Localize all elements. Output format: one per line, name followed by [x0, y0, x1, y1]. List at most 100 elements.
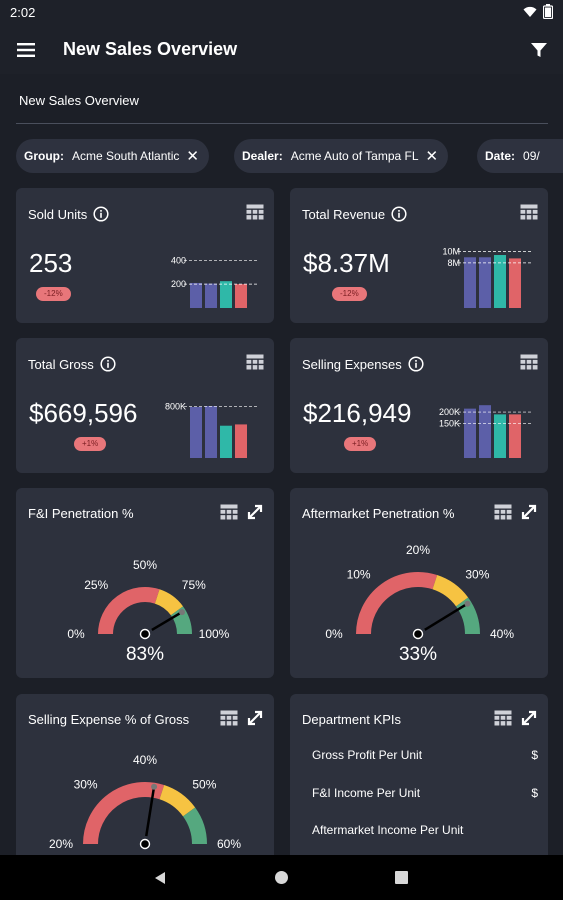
gauge-needle	[424, 602, 469, 631]
system-nav-bar	[0, 855, 563, 900]
wifi-icon	[523, 6, 537, 17]
filter-chip-value: 09/	[523, 149, 540, 163]
expand-icon[interactable]	[246, 710, 264, 726]
kpi-value: 253	[29, 248, 73, 278]
kpi-row-value: $	[531, 786, 538, 800]
bar[interactable]	[205, 283, 217, 308]
table-icon[interactable]	[220, 504, 238, 520]
card-title: Selling Expenses	[302, 356, 424, 372]
filter-icon[interactable]	[529, 40, 549, 60]
card-title: Aftermarket Penetration %	[302, 506, 455, 521]
gauge-band-red	[356, 572, 438, 635]
gauge-tick-label: 30%	[74, 778, 98, 792]
card-title: Sold Units	[28, 206, 109, 222]
gauge-tick-label: 25%	[84, 578, 108, 592]
change-badge: -12%	[332, 287, 367, 301]
bar[interactable]	[509, 414, 521, 458]
table-icon[interactable]	[494, 710, 512, 726]
table-icon[interactable]	[220, 710, 238, 726]
kpi-card-sold-units[interactable]: Sold Units 253 -12% 400 200	[16, 188, 274, 323]
close-icon[interactable]: ✕	[425, 147, 439, 165]
status-icons	[523, 4, 553, 19]
card-title-text: Total Gross	[28, 356, 94, 372]
gauge-card-aftermarket-penetration[interactable]: Aftermarket Penetration % 0% 10% 20% 30% 40%…	[290, 488, 548, 678]
bar[interactable]	[479, 405, 491, 458]
card-title: Total Gross	[28, 356, 116, 372]
gauge-needle-tip	[151, 783, 158, 790]
change-badge: -12%	[36, 287, 71, 301]
bar[interactable]	[205, 406, 217, 458]
table-icon[interactable]	[520, 204, 538, 220]
kpi-card-total-gross[interactable]: Total Gross $669,596 +1% 800K	[16, 338, 274, 473]
gauge-value: 83%	[126, 644, 164, 665]
bar[interactable]	[464, 257, 476, 308]
filter-chip-group[interactable]: Group: Acme South Atlantic ✕	[16, 139, 209, 173]
gauge-band-green	[170, 606, 192, 635]
card-department-kpis[interactable]: Department KPIs Gross Profit Per Unit $ …	[290, 694, 548, 855]
battery-icon	[543, 4, 553, 19]
table-icon[interactable]	[494, 504, 512, 520]
bar[interactable]	[479, 257, 491, 308]
kpi-card-selling-expenses[interactable]: Selling Expenses $216,949 +1% 200K 150K	[290, 338, 548, 473]
status-bar: 2:02	[0, 0, 563, 26]
app-title: New Sales Overview	[63, 39, 238, 59]
bar[interactable]	[235, 424, 247, 458]
filter-chip-value: Acme Auto of Tampa FL	[290, 149, 419, 163]
filter-chip-key: Dealer:	[242, 149, 283, 163]
gauge-card-fi-penetration[interactable]: F&I Penetration % 0% 25% 50% 75% 100% 83%	[16, 488, 274, 678]
info-icon[interactable]	[391, 206, 407, 222]
bar[interactable]	[494, 255, 506, 308]
menu-icon[interactable]	[16, 40, 36, 60]
gauge-tick-label: 50%	[133, 558, 157, 572]
filter-chip-date[interactable]: Date: 09/	[477, 139, 563, 173]
info-icon[interactable]	[100, 356, 116, 372]
recents-icon[interactable]	[395, 871, 408, 884]
gauge-svg: 0% 25% 50% 75% 100% 83%	[67, 558, 229, 665]
gauge-needle-tip	[464, 600, 471, 607]
bar[interactable]	[509, 258, 521, 308]
card-title-text: Sold Units	[28, 206, 88, 222]
card-title: Selling Expense % of Gross	[28, 712, 190, 727]
expand-icon[interactable]	[246, 504, 264, 520]
gauge-card-selling-expense-pct[interactable]: Selling Expense % of Gross 20% 30% 40% 50% 6…	[16, 694, 274, 855]
change-badge: +1%	[74, 437, 107, 451]
filter-chip-dealer[interactable]: Dealer: Acme Auto of Tampa FL ✕	[234, 139, 449, 173]
home-icon[interactable]	[274, 870, 289, 885]
gauge-svg: 0% 10% 20% 30% 40% 33%	[325, 543, 514, 665]
gauge-needle-tip	[179, 609, 186, 616]
bar[interactable]	[190, 406, 202, 458]
info-icon[interactable]	[93, 206, 109, 222]
bar[interactable]	[494, 414, 506, 458]
gauge-tick-label: 20%	[49, 837, 73, 851]
gauge-band-green	[182, 807, 207, 845]
bar[interactable]	[464, 408, 476, 458]
mini-bar-chart: 800K	[165, 401, 258, 458]
tick-label: 150K	[439, 419, 460, 429]
card-title: F&I Penetration %	[28, 506, 134, 521]
expand-icon[interactable]	[520, 504, 538, 520]
gauge-tick-label: 0%	[67, 627, 85, 641]
bar[interactable]	[190, 282, 202, 308]
info-icon[interactable]	[408, 356, 424, 372]
filter-chip-key: Date:	[485, 149, 516, 163]
tick-label: 8M	[447, 258, 460, 268]
gauge-needle	[145, 786, 156, 837]
dashboard-content[interactable]: New Sales Overview Group: Acme South Atl…	[0, 74, 563, 855]
table-icon[interactable]	[246, 354, 264, 370]
divider	[16, 123, 548, 124]
table-icon[interactable]	[520, 354, 538, 370]
bar[interactable]	[220, 281, 232, 308]
expand-icon[interactable]	[520, 710, 538, 726]
mini-bar-chart: 400 200	[171, 255, 258, 308]
kpi-card-total-revenue[interactable]: Total Revenue $8.37M -12% 10M 8M	[290, 188, 548, 323]
gauge-tick-label: 0%	[325, 627, 343, 641]
back-icon[interactable]	[153, 871, 167, 885]
gauge-svg: 20% 30% 40% 50% 60%	[49, 753, 241, 851]
table-icon[interactable]	[246, 204, 264, 220]
close-icon[interactable]: ✕	[186, 147, 199, 165]
card-title: Department KPIs	[302, 712, 401, 727]
bar[interactable]	[235, 284, 247, 308]
filter-chip-key: Group:	[24, 149, 64, 163]
bar[interactable]	[220, 425, 232, 458]
